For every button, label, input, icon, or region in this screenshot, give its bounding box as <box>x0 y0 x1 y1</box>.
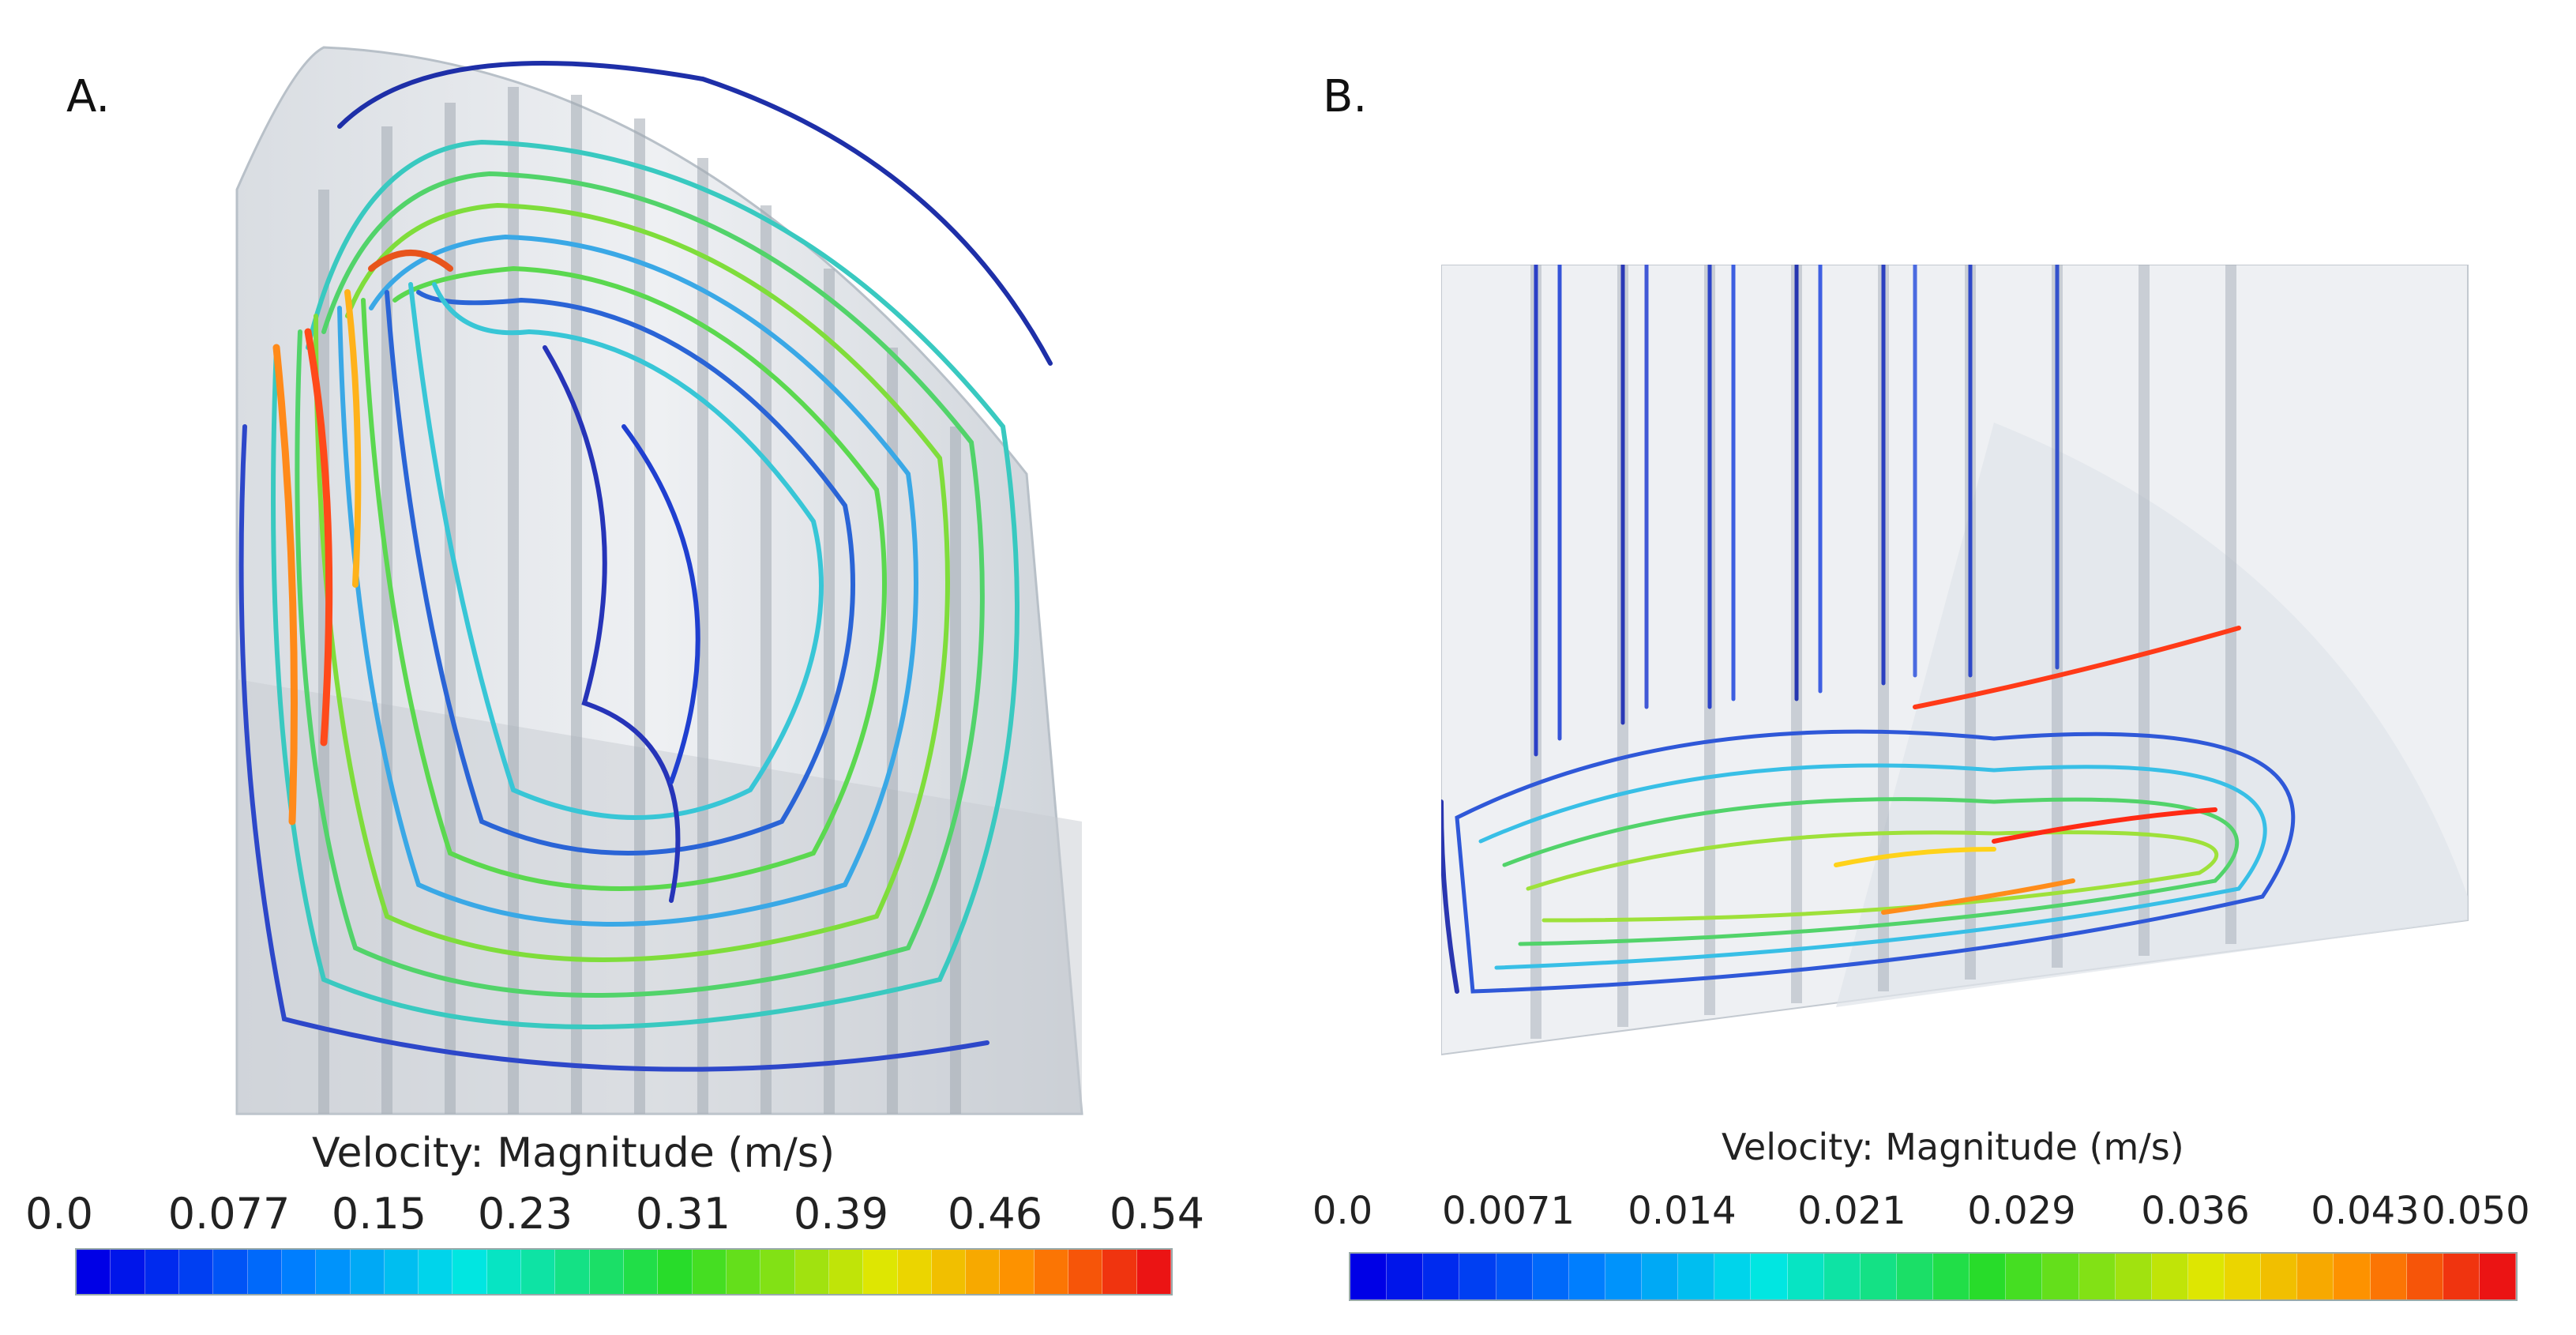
panel-b-tick: 0.036 <box>2141 1189 2250 1233</box>
colorbar-cell <box>316 1250 351 1294</box>
colorbar-cell <box>2151 1254 2188 1299</box>
colorbar-cell <box>658 1250 693 1294</box>
colorbar-cell <box>1496 1254 1533 1299</box>
colorbar-cell <box>2370 1254 2407 1299</box>
panel-b-legend-title: Velocity: Magnitude (m/s) <box>1722 1126 2184 1168</box>
panel-a-tick: 0.39 <box>793 1189 889 1239</box>
colorbar-cell <box>828 1250 864 1294</box>
panel-a-tick: 0.54 <box>1109 1189 1205 1239</box>
colorbar-cell <box>1102 1250 1137 1294</box>
colorbar-cell <box>1642 1254 1679 1299</box>
panel-b-tick: 0.050 <box>2421 1189 2530 1233</box>
colorbar-cell <box>1714 1254 1752 1299</box>
panel-a-tick: 0.46 <box>947 1189 1043 1239</box>
colorbar-cell <box>1136 1250 1171 1294</box>
colorbar-cell <box>2443 1254 2480 1299</box>
colorbar-cell <box>145 1250 179 1294</box>
colorbar-cell <box>1459 1254 1496 1299</box>
colorbar-cell <box>1860 1254 1897 1299</box>
panel-a-tick: 0.23 <box>477 1189 573 1239</box>
colorbar-cell <box>760 1250 795 1294</box>
colorbar-cell <box>726 1250 761 1294</box>
colorbar-cell <box>1387 1254 1424 1299</box>
colorbar-cell <box>2042 1254 2079 1299</box>
panel-a-legend-title: Velocity: Magnitude (m/s) <box>312 1130 836 1177</box>
panel-b-tick: 0.0 <box>1312 1189 1373 1233</box>
panel-label-b: B. <box>1323 71 1368 122</box>
panel-b-tick: 0.029 <box>1967 1189 2076 1233</box>
colorbar-cell <box>1896 1254 1933 1299</box>
colorbar-cell <box>247 1250 282 1294</box>
colorbar-cell <box>1532 1254 1569 1299</box>
colorbar-cell <box>2225 1254 2262 1299</box>
colorbar-cell <box>1605 1254 1642 1299</box>
colorbar-cell <box>931 1250 967 1294</box>
colorbar-cell <box>1034 1250 1069 1294</box>
colorbar-cell <box>111 1250 145 1294</box>
colorbar-cell <box>350 1250 385 1294</box>
colorbar-cell <box>555 1250 590 1294</box>
colorbar-cell <box>384 1250 419 1294</box>
panel-a-tick: 0.077 <box>167 1189 291 1239</box>
colorbar-cell <box>281 1250 317 1294</box>
panel-b-colorbar <box>1349 1252 2518 1301</box>
panel-a-tick: 0.15 <box>331 1189 427 1239</box>
colorbar-cell <box>1823 1254 1861 1299</box>
colorbar-cell <box>624 1250 659 1294</box>
colorbar-cell <box>1568 1254 1605 1299</box>
colorbar-cell <box>692 1250 727 1294</box>
colorbar-cell <box>966 1250 1001 1294</box>
colorbar-cell <box>419 1250 453 1294</box>
colorbar-cell <box>794 1250 829 1294</box>
colorbar-cell <box>2261 1254 2298 1299</box>
colorbar-cell <box>2406 1254 2443 1299</box>
panel-a-tick: 0.31 <box>635 1189 731 1239</box>
colorbar-cell <box>863 1250 898 1294</box>
colorbar-cell <box>452 1250 487 1294</box>
colorbar-cell <box>2334 1254 2371 1299</box>
colorbar-cell <box>1423 1254 1460 1299</box>
colorbar-cell <box>1350 1254 1388 1299</box>
colorbar-cell <box>2006 1254 2043 1299</box>
colorbar-cell <box>589 1250 624 1294</box>
colorbar-cell <box>1068 1250 1103 1294</box>
colorbar-cell <box>2078 1254 2116 1299</box>
panel-b-tick: 0.021 <box>1797 1189 1906 1233</box>
colorbar-cell <box>521 1250 556 1294</box>
panel-a-tick: 0.0 <box>25 1189 93 1239</box>
colorbar-cell <box>2479 1254 2516 1299</box>
panel-label-a: A. <box>66 71 111 122</box>
panel-b-tick: 0.0071 <box>1442 1189 1575 1233</box>
panel-b-streamline-image <box>1441 265 2469 1056</box>
colorbar-cell <box>213 1250 248 1294</box>
panel-a-colorbar <box>75 1248 1173 1296</box>
colorbar-cell <box>1678 1254 1715 1299</box>
panel-b-tick: 0.043 <box>2311 1189 2420 1233</box>
colorbar-cell <box>2187 1254 2225 1299</box>
colorbar-cell <box>897 1250 932 1294</box>
colorbar-cell <box>1787 1254 1824 1299</box>
colorbar-cell <box>1933 1254 1970 1299</box>
colorbar-cell <box>2297 1254 2334 1299</box>
colorbar-cell <box>1970 1254 2007 1299</box>
panel-b-tick: 0.014 <box>1628 1189 1737 1233</box>
colorbar-cell <box>486 1250 522 1294</box>
panel-a-streamline-image <box>235 46 1083 1115</box>
colorbar-cell <box>178 1250 214 1294</box>
colorbar-cell <box>2115 1254 2152 1299</box>
colorbar-cell <box>1000 1250 1035 1294</box>
colorbar-cell <box>1751 1254 1788 1299</box>
colorbar-cell <box>77 1250 111 1294</box>
